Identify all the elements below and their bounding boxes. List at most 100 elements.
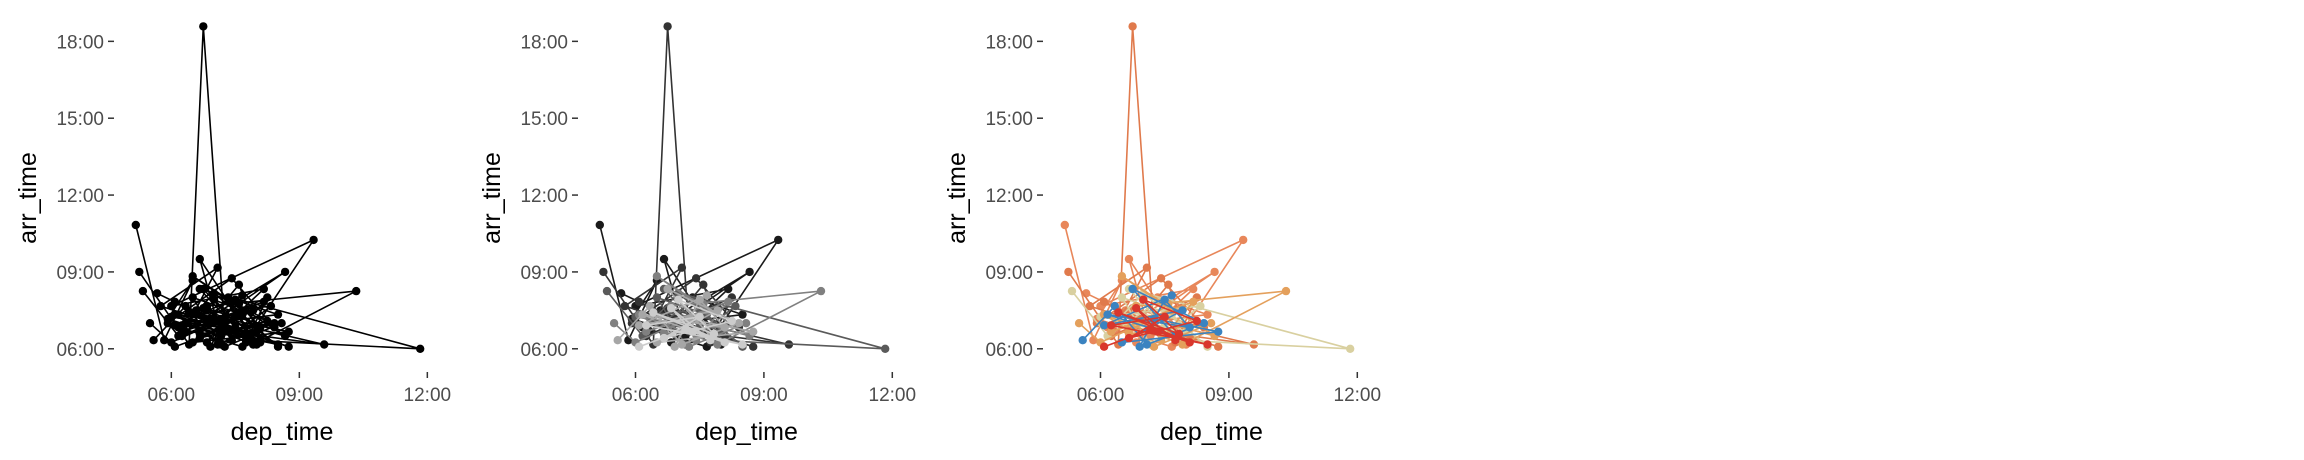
y-tick-label: 09:00 [985, 263, 1033, 284]
data-point [652, 293, 662, 302]
data-point [1149, 342, 1159, 351]
y-tick-label: 06:00 [985, 340, 1033, 361]
data-point [642, 321, 651, 330]
data-point [1214, 342, 1223, 351]
data-point [1178, 340, 1187, 349]
data-point [181, 301, 190, 311]
data-point [1146, 325, 1155, 334]
data-point [609, 319, 619, 328]
x-axis-title: dep_time [1160, 418, 1263, 446]
data-point [1178, 306, 1187, 315]
data-point [649, 308, 658, 317]
data-point [642, 327, 651, 336]
data-point [1124, 333, 1134, 343]
data-point [231, 295, 240, 304]
data-point [1192, 316, 1202, 326]
data-point [1085, 301, 1095, 311]
data-point [634, 321, 644, 330]
data-point [177, 327, 187, 336]
data-point [674, 295, 683, 304]
y-axis-title: arr_time [478, 152, 506, 244]
data-point [724, 297, 733, 306]
data-point [741, 319, 751, 328]
x-axis-title: dep_time [695, 418, 798, 446]
y-tick-label: 18:00 [985, 32, 1033, 53]
data-point [280, 267, 290, 277]
data-point [1203, 340, 1212, 349]
data-point [241, 336, 251, 345]
data-point [1099, 297, 1109, 306]
data-point [170, 297, 180, 306]
data-point [131, 220, 140, 230]
data-point [1064, 267, 1073, 277]
data-point [156, 301, 165, 311]
data-point [720, 338, 729, 347]
data-point [352, 286, 361, 296]
x-tick-label: 06:00 [1077, 385, 1125, 406]
data-point [1189, 284, 1198, 294]
data-point [684, 342, 694, 351]
data-point [1167, 291, 1177, 300]
data-point [1114, 308, 1123, 317]
data-point [724, 284, 733, 294]
data-point [659, 333, 669, 343]
data-point [731, 301, 740, 311]
data-point [1281, 286, 1291, 296]
data-point [227, 274, 236, 283]
data-point [1110, 301, 1120, 311]
data-point [1174, 329, 1184, 338]
data-point [170, 342, 180, 351]
data-point [613, 336, 622, 345]
y-tick-label: 09:00 [56, 263, 104, 284]
data-point [720, 323, 729, 332]
data-point [699, 280, 708, 289]
data-point [213, 340, 222, 349]
data-point [416, 344, 425, 353]
data-point [202, 304, 212, 313]
data-point [1346, 344, 1355, 353]
data-point [749, 327, 758, 336]
data-point [216, 325, 226, 334]
data-point [738, 310, 747, 319]
x-tick-label: 06:00 [148, 385, 196, 406]
data-point [195, 333, 204, 343]
data-point [135, 267, 144, 277]
data-point [1160, 295, 1169, 304]
y-tick-label: 12:00 [56, 186, 104, 207]
x-tick-label: 12:00 [404, 385, 452, 406]
y-axis-title: arr_time [943, 152, 971, 244]
x-tick-label: 12:00 [869, 385, 917, 406]
data-point [1128, 22, 1137, 31]
data-point [688, 327, 697, 336]
data-point [670, 342, 679, 351]
y-tick-label: 15:00 [56, 109, 104, 130]
data-point [1139, 295, 1148, 304]
data-point [1185, 338, 1194, 347]
data-point [667, 304, 676, 313]
data-point [270, 319, 279, 328]
data-point [170, 321, 180, 330]
data-point [188, 272, 197, 281]
y-tick-label: 15:00 [985, 109, 1033, 130]
data-point [273, 310, 283, 319]
data-point [184, 308, 194, 317]
data-point [1135, 342, 1144, 351]
data-point [1199, 319, 1209, 328]
data-point [266, 301, 276, 311]
data-point [1099, 321, 1109, 330]
data-point [1156, 274, 1166, 283]
data-point [1078, 336, 1087, 345]
y-tick-label: 12:00 [520, 186, 568, 207]
data-point [727, 316, 736, 326]
data-point [774, 235, 783, 245]
data-point [702, 291, 711, 300]
data-point [713, 306, 722, 315]
data-point [1103, 310, 1112, 319]
data-point [1196, 301, 1205, 311]
data-point [1185, 323, 1194, 332]
data-point [199, 284, 208, 294]
data-point [638, 310, 647, 319]
data-point [691, 274, 701, 283]
data-point [209, 295, 219, 304]
data-point [645, 301, 654, 311]
